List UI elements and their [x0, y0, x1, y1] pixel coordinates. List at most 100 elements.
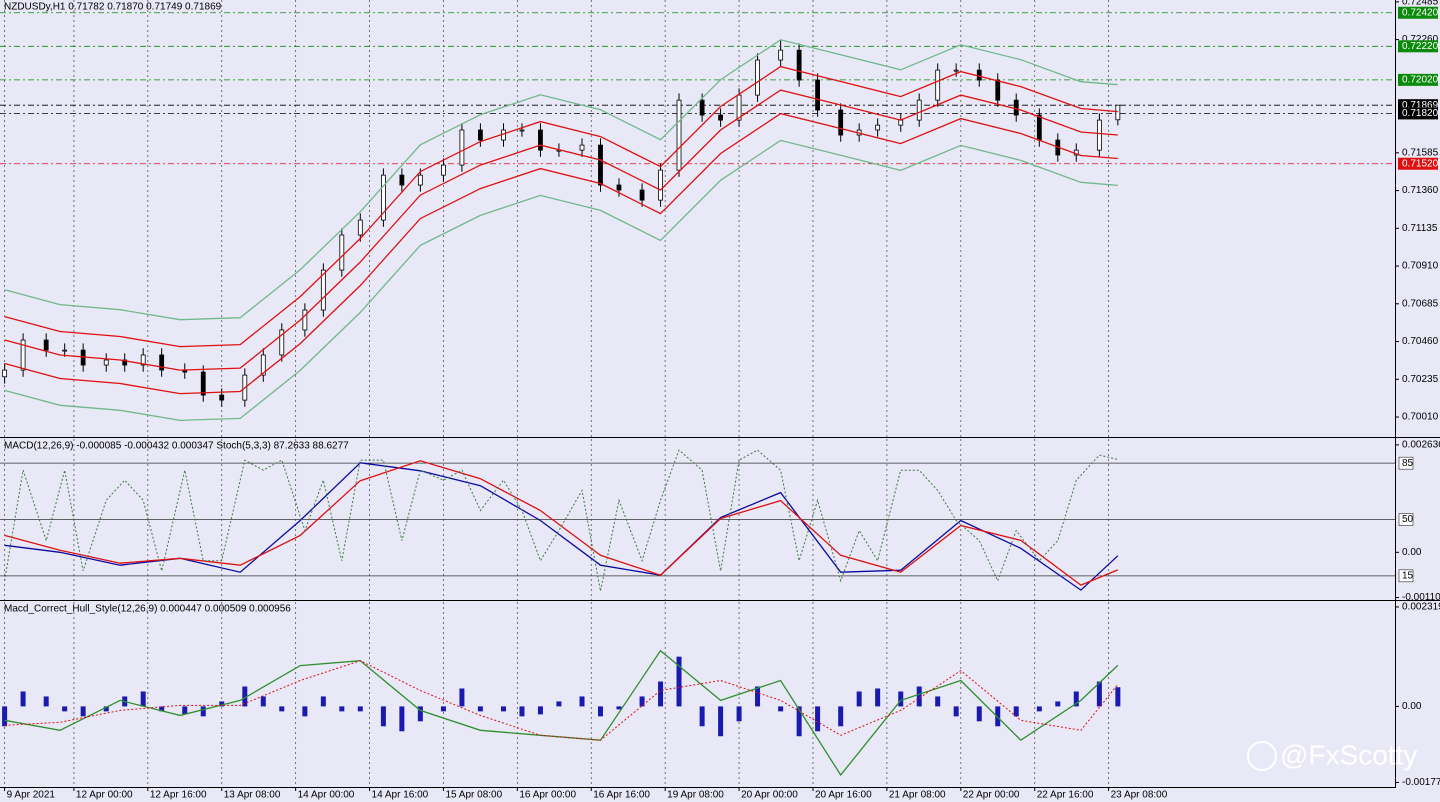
- histogram-bar: [976, 706, 982, 722]
- candle-body: [935, 69, 941, 101]
- level-label: 0.72020: [1402, 74, 1439, 85]
- indicator-line: [4, 460, 1119, 586]
- histogram-bar: [1073, 691, 1079, 707]
- candle-body: [815, 79, 820, 111]
- histogram-bar: [260, 696, 266, 707]
- level-label: 0.71520: [1402, 158, 1439, 169]
- candle-body: [658, 169, 663, 201]
- y-tick-label: 0.72485: [1402, 0, 1439, 7]
- histogram-bar: [103, 706, 109, 712]
- x-tick-label: 13 Apr 08:00: [224, 790, 281, 801]
- y-tick-label: 0.70010: [1402, 412, 1439, 423]
- panel-title: Macd_Correct_Hull_Style(12,26,9) 0.00044…: [4, 604, 291, 615]
- candle-body: [140, 354, 146, 366]
- candle-body: [219, 394, 225, 401]
- candle-body: [616, 184, 622, 191]
- x-tick-label: 16 Apr 16:00: [593, 790, 650, 801]
- histogram-bar: [242, 686, 248, 707]
- indicator-line: [4, 649, 1119, 777]
- candle-body: [898, 119, 904, 126]
- candle-body: [538, 129, 543, 151]
- histogram-bar: [459, 688, 465, 707]
- histogram-bar: [875, 688, 881, 707]
- candle-body: [62, 349, 68, 352]
- candle-body: [976, 69, 982, 81]
- candle-body: [20, 339, 26, 371]
- level-label-bg: [1398, 157, 1438, 170]
- candle-body: [441, 164, 446, 176]
- indicator-line: [4, 65, 1118, 348]
- histogram-bar: [995, 706, 1001, 727]
- candle-body: [598, 144, 603, 186]
- histogram-bar: [140, 691, 146, 707]
- y2-tick-box: [1398, 569, 1414, 583]
- x-tick-label: 20 Apr 00:00: [741, 790, 798, 801]
- x-tick-label: 20 Apr 16:00: [815, 790, 872, 801]
- indicator-line: [4, 462, 1119, 591]
- x-tick-label: 22 Apr 16:00: [1037, 790, 1094, 801]
- indicator-line: [4, 89, 1118, 371]
- indicator-line: [4, 112, 1118, 395]
- level-label-bg: [1398, 40, 1438, 53]
- watermark: @FxScotty: [1247, 739, 1417, 771]
- candle-body: [103, 359, 109, 366]
- level-label-bg: [1398, 73, 1438, 86]
- histogram-bar: [43, 696, 49, 707]
- histogram-bar: [537, 706, 543, 715]
- level-label-bg: [1398, 6, 1438, 19]
- histogram-bar: [477, 706, 483, 712]
- candle-body: [320, 269, 326, 311]
- histogram-bar: [778, 706, 784, 712]
- histogram-bar: [500, 706, 506, 712]
- level-label: 0.71869: [1402, 100, 1439, 111]
- histogram-bar: [898, 691, 904, 707]
- level-label: 0.71820: [1402, 108, 1439, 119]
- level-label: 0.72220: [1402, 41, 1439, 52]
- indicator-line: [4, 449, 1118, 592]
- candle-body: [200, 371, 206, 396]
- candle-body: [953, 69, 959, 72]
- y-tick-label: 0.71360: [1402, 185, 1439, 196]
- candle-body: [279, 329, 285, 356]
- histogram-bar: [339, 706, 345, 712]
- histogram-bar: [182, 706, 188, 715]
- histogram-bar: [953, 706, 959, 717]
- y-tick-label: 0.72260: [1402, 34, 1439, 45]
- candle-body: [43, 339, 49, 351]
- histogram-bar: [2, 706, 8, 727]
- histogram-bar: [639, 696, 645, 707]
- x-tick-label: 21 Apr 08:00: [889, 790, 946, 801]
- indicator-line: [4, 39, 1118, 321]
- histogram-bar: [440, 706, 446, 712]
- candle-body: [579, 144, 585, 151]
- histogram-bar: [658, 681, 664, 707]
- histogram-bar: [417, 706, 423, 722]
- candle-body: [639, 189, 645, 201]
- histogram-bar: [302, 706, 308, 717]
- histogram-bar: [279, 706, 285, 712]
- x-tick-label: 14 Apr 16:00: [372, 790, 429, 801]
- y-tick-label: 0.71135: [1402, 223, 1438, 234]
- x-tick-label: 22 Apr 00:00: [963, 790, 1020, 801]
- candle-body: [838, 109, 844, 136]
- candle-body: [122, 359, 128, 366]
- histogram-bar: [399, 706, 405, 732]
- histogram-bar: [718, 706, 724, 737]
- histogram-bar: [736, 706, 742, 722]
- x-tick-label: 9 Apr 2021: [7, 790, 56, 801]
- y2-tick-box: [1398, 456, 1414, 470]
- y2-tick-label: 15: [1402, 570, 1414, 581]
- x-tick-label: 19 Apr 08:00: [667, 790, 724, 801]
- histogram-bar: [80, 706, 86, 717]
- level-label-bg: [1398, 107, 1438, 120]
- candle-body: [1013, 99, 1019, 116]
- candle-body: [1115, 104, 1121, 121]
- x-tick-label: 16 Apr 00:00: [519, 790, 576, 801]
- candle-body: [755, 59, 760, 96]
- histogram-bar: [159, 706, 165, 712]
- candle-body: [1036, 114, 1042, 141]
- candle-body: [875, 124, 881, 131]
- indicator-line: [4, 139, 1118, 422]
